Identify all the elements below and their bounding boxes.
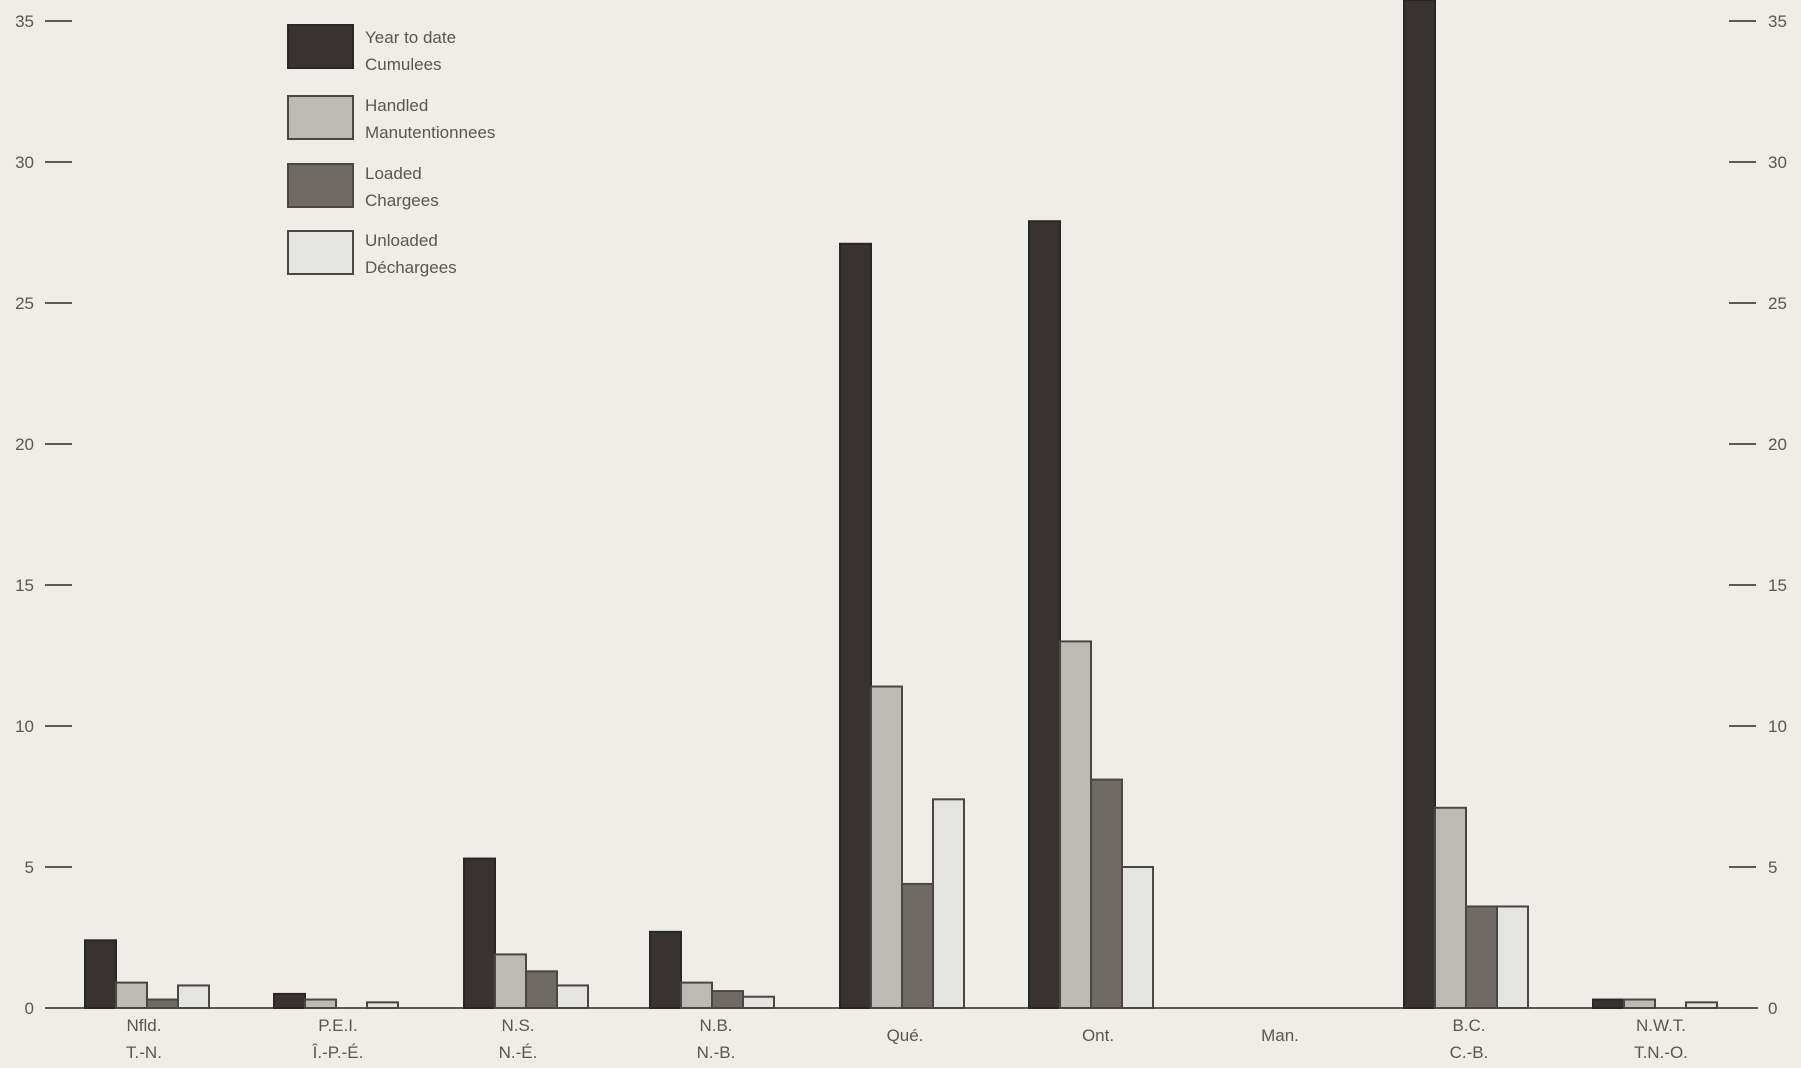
x-category-label: P.E.I. — [318, 1016, 357, 1035]
x-category-label: N.S. — [501, 1016, 534, 1035]
x-category-label: Ont. — [1082, 1026, 1114, 1045]
bar-handled — [1434, 806, 1467, 1010]
bar-year-to-date — [273, 992, 306, 1010]
bar-loaded — [525, 970, 558, 1010]
right-y-tick-label: 20 — [1768, 435, 1787, 454]
x-category-label-fr: T.-N. — [126, 1043, 162, 1062]
bar-unloaded — [366, 1001, 399, 1009]
left-y-tick-label: 30 — [15, 153, 34, 172]
left-y-tick-label: 10 — [15, 717, 34, 736]
right-y-tick-label: 10 — [1768, 717, 1787, 736]
bar-unloaded — [742, 995, 775, 1009]
bar-year-to-date — [1592, 998, 1625, 1009]
legend-label-unloaded: Unloaded — [365, 231, 438, 250]
right-y-tick-label: 25 — [1768, 294, 1787, 313]
legend-swatch-year-to-date — [287, 24, 354, 69]
bar-year-to-date — [839, 242, 872, 1009]
bar-handled — [494, 953, 527, 1009]
right-y-tick-label: 5 — [1768, 858, 1777, 877]
x-category-label-fr: N.-B. — [697, 1043, 736, 1062]
bar-unloaded — [556, 984, 589, 1010]
left-y-tick-label: 25 — [15, 294, 34, 313]
legend-swatch-handled — [287, 95, 354, 140]
left-y-axis: 0 5 10 15 20 25 30 35 — [15, 12, 72, 1018]
bars-group — [84, 0, 1718, 1010]
left-y-tick-label: 0 — [25, 999, 34, 1018]
legend-label-year-to-date-fr: Cumulees — [365, 55, 442, 74]
x-category-label: N.B. — [699, 1016, 732, 1035]
legend: Year to date Cumulees Handled Manutentio… — [287, 24, 495, 277]
right-y-tick-label: 15 — [1768, 576, 1787, 595]
bar-handled — [680, 981, 713, 1009]
legend-label-loaded: Loaded — [365, 164, 422, 183]
legend-swatch-loaded — [287, 163, 354, 208]
bar-year-to-date — [84, 939, 117, 1010]
right-y-axis: 0 5 10 15 20 25 30 35 — [1729, 12, 1787, 1018]
bar-year-to-date — [649, 930, 682, 1009]
bar-loaded — [711, 990, 744, 1010]
bar-loaded — [146, 998, 179, 1009]
bar-handled — [304, 998, 337, 1009]
left-y-tick-label: 35 — [15, 12, 34, 31]
x-category-label-fr: C.-B. — [1450, 1043, 1489, 1062]
bar-loaded — [901, 882, 934, 1009]
legend-label-handled-fr: Manutentionnees — [365, 123, 495, 142]
legend-swatch-unloaded — [287, 230, 354, 275]
bar-unloaded — [1685, 1001, 1718, 1009]
bar-loaded — [1090, 778, 1123, 1010]
x-category-label-fr: Î.-P.-É. — [312, 1043, 364, 1062]
right-y-tick-label: 0 — [1768, 999, 1777, 1018]
left-y-tick-label: 20 — [15, 435, 34, 454]
x-category-label: Man. — [1261, 1026, 1299, 1045]
bar-unloaded — [932, 798, 965, 1009]
bar-year-to-date — [1403, 0, 1436, 1009]
x-category-label-fr: T.N.-O. — [1634, 1043, 1688, 1062]
legend-label-year-to-date: Year to date — [365, 28, 456, 47]
x-category-label: B.C. — [1452, 1016, 1485, 1035]
bar-year-to-date — [463, 857, 496, 1009]
bar-loaded — [1465, 905, 1498, 1009]
bar-handled — [870, 685, 903, 1010]
x-category-label-fr: N.-É. — [499, 1043, 538, 1062]
left-y-tick-label: 15 — [15, 576, 34, 595]
bar-handled — [1059, 640, 1092, 1010]
legend-label-handled: Handled — [365, 96, 428, 115]
x-axis-labels: Nfld. T.-N. P.E.I. Î.-P.-É. N.S. N.-É. N.B. N.-… — [126, 1016, 1688, 1062]
x-category-label: N.W.T. — [1636, 1016, 1686, 1035]
left-y-tick-label: 5 — [25, 858, 34, 877]
right-y-tick-label: 30 — [1768, 153, 1787, 172]
right-y-tick-label: 35 — [1768, 12, 1787, 31]
x-category-label: Nfld. — [127, 1016, 162, 1035]
bar-unloaded — [1496, 905, 1529, 1009]
bar-year-to-date — [1028, 220, 1061, 1010]
bar-unloaded — [1121, 866, 1154, 1009]
bar-handled — [1623, 998, 1656, 1009]
x-category-label: Qué. — [887, 1026, 924, 1045]
legend-label-unloaded-fr: Déchargees — [365, 258, 457, 277]
legend-label-loaded-fr: Chargees — [365, 191, 439, 210]
bar-unloaded — [177, 984, 210, 1010]
bar-handled — [115, 981, 148, 1009]
